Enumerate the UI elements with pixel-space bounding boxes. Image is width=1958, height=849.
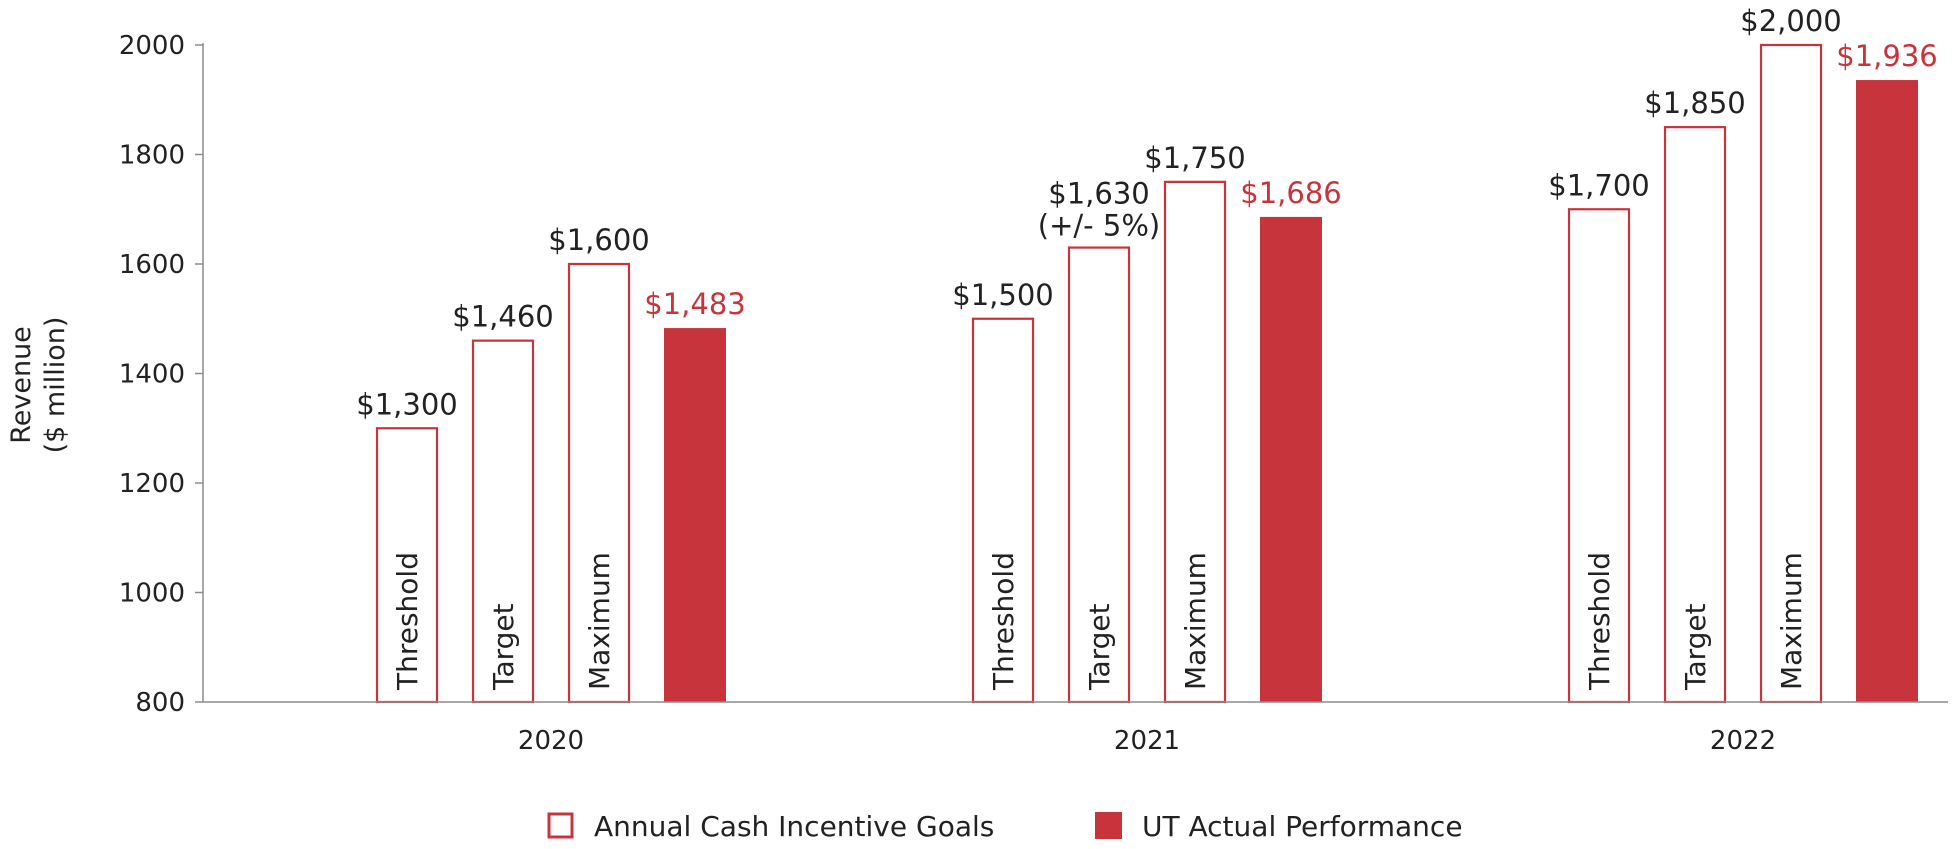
bar-category-label: Maximum (1179, 552, 1212, 690)
y-tick-label: 1600 (119, 250, 185, 280)
y-axis: 800 1000 1200 1400 1600 1800 2000 (119, 31, 204, 718)
bar-category-label: Threshold (987, 552, 1020, 691)
y-axis-title-line: Revenue (6, 326, 37, 444)
y-tick-label: 1000 (119, 579, 185, 609)
y-axis-title-line: ($ million) (40, 317, 71, 454)
bar-value-label: $1,300 (356, 387, 457, 421)
x-axis: 2020 2021 2022 (203, 701, 1948, 756)
bar-actual-2021 (1260, 216, 1322, 703)
bar-category-label: Threshold (1583, 552, 1616, 691)
legend-label: UT Actual Performance (1142, 810, 1463, 843)
bar-value-label: $1,750 (1144, 141, 1245, 175)
bar-threshold-2022 (1567, 208, 1631, 704)
legend-swatch-filled (1095, 812, 1122, 839)
legend-label: Annual Cash Incentive Goals (594, 810, 994, 843)
bar-value-label: $1,460 (452, 300, 553, 334)
bar-value-label: $1,500 (952, 278, 1053, 312)
legend-item-actual: UT Actual Performance (1095, 810, 1463, 843)
bar-category-label: Target (1679, 603, 1712, 691)
actual-value-label: $1,483 (644, 287, 745, 321)
y-tick-label: 1200 (119, 469, 185, 499)
y-axis-title-text: Revenue ($ million) (6, 317, 71, 454)
bar-value-label: $1,600 (548, 223, 649, 257)
actual-value-label: $1,936 (1836, 39, 1937, 73)
bar-threshold-2021 (971, 317, 1035, 704)
bar-category-label: Target (1083, 603, 1116, 691)
bar-maximum-2020 (567, 262, 631, 704)
bar-actual-2022 (1856, 80, 1918, 703)
x-category-label: 2022 (1710, 726, 1776, 756)
bar-category-label: Target (487, 603, 520, 691)
bar-value-label: $1,630 (1048, 177, 1149, 211)
bars-layer (375, 43, 1918, 704)
bar-category-label: Maximum (1775, 552, 1808, 690)
bar-annotation: (+/- 5%) (1038, 209, 1160, 243)
bar-value-label: $1,700 (1548, 168, 1649, 202)
x-category-label: 2020 (518, 726, 584, 756)
bar-category-label: Threshold (391, 552, 424, 691)
bar-maximum-2021 (1163, 180, 1227, 704)
bar-value-label: $1,850 (1644, 86, 1745, 120)
bar-threshold-2020 (375, 427, 439, 704)
bar-target-2021 (1067, 246, 1131, 704)
legend-item-goals: Annual Cash Incentive Goals (547, 810, 994, 843)
bar-maximum-2022 (1759, 43, 1823, 704)
bar-target-2022 (1663, 126, 1727, 704)
bar-actual-2020 (664, 328, 726, 702)
y-axis-title: Revenue ($ million) (6, 317, 71, 454)
y-tick-label: 1800 (119, 141, 185, 171)
bar-value-label: $2,000 (1740, 4, 1841, 38)
legend-swatch-outline (547, 812, 574, 839)
value-labels-layer: Threshold $1,300 Target $1,460 Maximum $1,600… (356, 4, 1937, 691)
bar-category-label: Maximum (583, 552, 616, 690)
legend: Annual Cash Incentive Goals UT Actual Per… (547, 810, 1463, 843)
x-category-label: 2021 (1114, 726, 1180, 756)
y-tick-label: 2000 (119, 31, 185, 61)
y-tick-label: 1400 (119, 360, 185, 390)
y-tick-label: 800 (135, 688, 185, 718)
actual-value-label: $1,686 (1240, 176, 1341, 210)
